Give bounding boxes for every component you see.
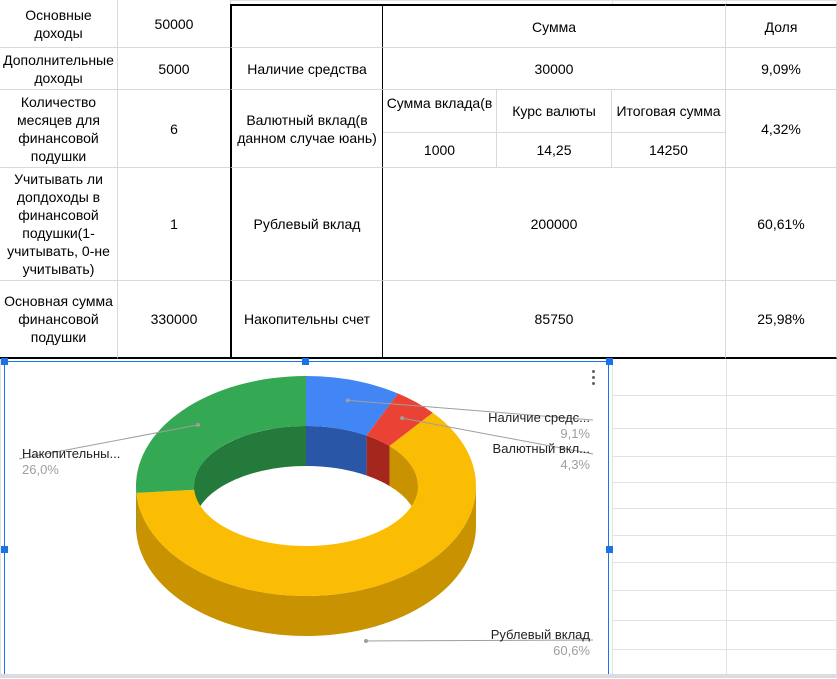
grid-line bbox=[612, 590, 837, 591]
alloc-share-ruble[interactable]: 60,61% bbox=[726, 168, 837, 281]
label-cash-name: Наличие средс... bbox=[488, 410, 590, 425]
label-savings-name: Накопительны... bbox=[22, 446, 120, 461]
alloc-subheader-rate[interactable]: Курс валюты bbox=[497, 90, 612, 133]
horizontal-scrollbar[interactable] bbox=[0, 674, 837, 678]
alloc-sum-ruble[interactable]: 200000 bbox=[383, 168, 726, 281]
alloc-header-share[interactable]: Доля bbox=[726, 4, 837, 48]
param-label-cushion-sum[interactable]: Основная сумма финансовой подушки bbox=[0, 281, 118, 359]
grid-line bbox=[612, 620, 837, 621]
grid-line bbox=[612, 508, 837, 509]
alloc-subvalue-total[interactable]: 14250 bbox=[612, 133, 726, 168]
param-value-main-income[interactable]: 50000 bbox=[118, 0, 231, 48]
alloc-name-ruble[interactable]: Рублевый вклад bbox=[230, 168, 384, 281]
param-value-months[interactable]: 6 bbox=[118, 90, 231, 168]
resize-handle-tr[interactable] bbox=[606, 358, 613, 365]
resize-handle-ml[interactable] bbox=[1, 546, 8, 553]
resize-handle-tl[interactable] bbox=[1, 358, 8, 365]
alloc-name-savings[interactable]: Накопительны счет bbox=[230, 281, 384, 359]
param-label-months[interactable]: Количество месяцев для финансовой подушк… bbox=[0, 90, 118, 168]
label-ruble-pct: 60,6% bbox=[553, 643, 590, 658]
alloc-header-empty[interactable] bbox=[230, 4, 384, 48]
param-value-extra-income[interactable]: 5000 bbox=[118, 48, 231, 90]
slice-inner-0 bbox=[306, 426, 367, 476]
grid-line bbox=[612, 428, 837, 429]
param-label-include-extra[interactable]: Учитывать ли допдоходы в финансовой поду… bbox=[0, 168, 118, 281]
alloc-sum-savings[interactable]: 85750 bbox=[383, 281, 726, 359]
grid-line bbox=[612, 395, 837, 396]
chart-menu-icon[interactable] bbox=[590, 370, 596, 385]
label-savings-pct: 26,0% bbox=[22, 462, 59, 477]
alloc-share-savings[interactable]: 25,98% bbox=[726, 281, 837, 359]
param-label-extra-income[interactable]: Дополнительные доходы bbox=[0, 48, 118, 90]
alloc-subheader-total[interactable]: Итоговая сумма bbox=[612, 90, 726, 133]
grid-line bbox=[612, 535, 837, 536]
resize-handle-tc[interactable] bbox=[302, 358, 309, 365]
label-cash-pct: 9,1% bbox=[560, 426, 590, 441]
donut-chart[interactable]: Наличие средс... 9,1% Валютный вкл... 4,… bbox=[4, 361, 609, 678]
alloc-sum-cash[interactable]: 30000 bbox=[383, 48, 726, 90]
grid-line bbox=[612, 482, 837, 483]
alloc-share-cash[interactable]: 9,09% bbox=[726, 48, 837, 90]
alloc-name-cash[interactable]: Наличие средства bbox=[230, 48, 384, 90]
param-value-include-extra[interactable]: 1 bbox=[118, 168, 231, 281]
label-currency-name: Валютный вкл... bbox=[493, 441, 590, 456]
alloc-subheader-deposit[interactable]: Сумма вклада(в bbox=[383, 90, 497, 133]
label-currency-pct: 4,3% bbox=[560, 457, 590, 472]
grid-line bbox=[612, 456, 837, 457]
param-value-cushion-sum[interactable]: 330000 bbox=[118, 281, 231, 359]
param-label-main-income[interactable]: Основные доходы bbox=[0, 0, 118, 48]
alloc-header-sum[interactable]: Сумма bbox=[383, 4, 726, 48]
grid-line bbox=[612, 562, 837, 563]
grid-line bbox=[612, 649, 837, 650]
resize-handle-mr[interactable] bbox=[606, 546, 613, 553]
label-ruble-name: Рублевый вклад bbox=[491, 627, 590, 642]
alloc-name-currency[interactable]: Валютный вклад(в данном случае юань) bbox=[230, 90, 384, 168]
alloc-subvalue-deposit[interactable]: 1000 bbox=[383, 133, 497, 168]
alloc-share-currency[interactable]: 4,32% bbox=[726, 90, 837, 168]
alloc-subvalue-rate[interactable]: 14,25 bbox=[497, 133, 612, 168]
